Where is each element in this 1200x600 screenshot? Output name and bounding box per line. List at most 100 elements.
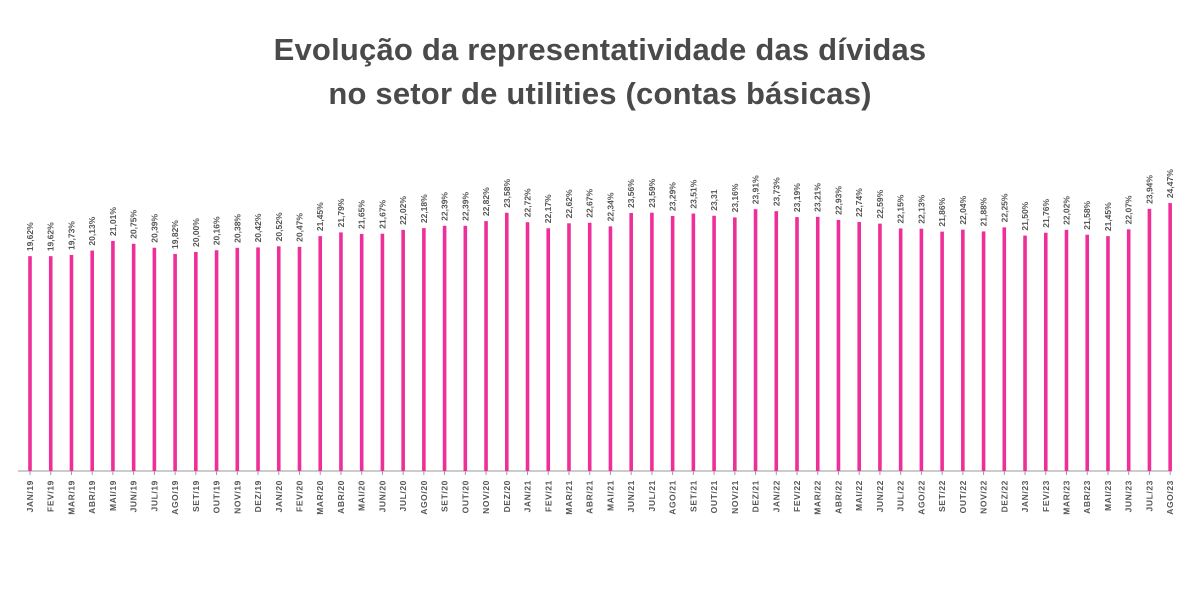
x-tick-label: AGO/23 [1165,480,1175,515]
x-tick-label: DEZ/20 [502,480,512,512]
bar-value-label: 22,04% [958,195,968,224]
bar [981,231,986,471]
x-tick-label: AGO/20 [419,480,429,515]
x-tick-label: ABR/21 [585,480,595,514]
bar-value-label: 20,38% [232,214,242,243]
bar [214,250,219,471]
bar-value-label: 23,94% [1144,175,1154,204]
bar [878,223,882,471]
x-tick-label: OUT/21 [709,480,719,513]
bar-value-label: 22,02% [1062,196,1072,225]
x-tick-label: JUN/21 [626,480,636,512]
bar-value-label: 20,00% [191,218,201,247]
bar [48,256,53,471]
bar [484,221,488,471]
bar-value-label: 22,18% [419,194,429,223]
bar [90,250,94,471]
bar-value-label: 21,86% [937,197,947,226]
bar-value-label: 21,45% [1103,202,1113,231]
bar-value-label: 22,67% [585,188,595,217]
bar [422,228,426,471]
bar-value-label: 22,07% [1124,195,1134,224]
x-tick-label: FEV/19 [46,480,56,512]
bar-value-label: 23,19% [792,183,802,212]
bar-value-label: 19,62% [46,222,56,251]
chart-title-line-2: no setor de utilities (contas básicas) [328,76,872,111]
bar [1126,229,1131,471]
x-tick-label: JAN/19 [25,480,35,512]
x-tick-label: NOV/19 [232,480,242,514]
x-tick-label: FEV/22 [792,480,802,512]
bar [857,221,861,471]
bar-value-label: 21,58% [1082,200,1092,229]
x-tick-label: OUT/22 [958,480,968,513]
bar-value-label: 22,39% [460,192,470,221]
x-tick-label: ABR/23 [1082,480,1092,514]
bar [712,215,716,471]
x-tick-label: SET/20 [440,480,450,512]
bar-value-label: 22,62% [564,189,574,218]
bar [339,232,343,471]
x-tick-label: MAI/20 [357,480,367,511]
bar-value-label: 20,47% [294,213,304,242]
bar-value-label: 23,16% [730,183,740,212]
bar [380,233,385,471]
x-tick-label: OUT/19 [212,480,222,513]
bar-value-label: 22,25% [999,193,1009,222]
bar-value-label: 22,72% [523,188,533,217]
bar-value-label: 20,75% [129,210,139,239]
bar [28,256,32,471]
x-tick-label: JUL/19 [149,480,159,511]
x-tick-label: MAI/21 [605,480,615,511]
bar [567,223,571,471]
bar-value-label: 20,42% [253,213,263,242]
x-tick-label: SET/22 [937,480,947,512]
x-tick-label: AGO/21 [668,480,678,515]
x-tick-label: MAI/22 [854,480,864,511]
bar-value-label: 20,39% [149,213,159,242]
x-tick-label: NOV/20 [481,480,491,514]
x-tick-label: MAI/19 [108,480,118,511]
bar [919,228,924,471]
x-tick-label: DEZ/22 [999,480,1009,512]
x-tick-label: JUL/23 [1144,480,1154,511]
bar [774,211,779,471]
bar [152,247,157,471]
bar [691,213,696,472]
x-tick-label: OUT/20 [460,480,470,513]
bar-value-label: 22,39% [440,192,450,221]
x-tick-label: MAR/23 [1062,480,1072,515]
bar-value-label: 22,17% [543,194,553,223]
bar [318,236,323,471]
bar [753,209,758,472]
bar-value-label: 22,13% [916,194,926,223]
x-tick-label: AGO/19 [170,480,180,515]
bar-value-label: 22,74% [854,188,864,217]
bar [629,213,633,471]
bar [795,217,799,471]
bar-value-label: 19,62% [25,222,35,251]
bar [111,240,115,471]
bar-value-label: 23,31 [709,189,719,211]
x-tick-label: AGO/22 [916,480,926,515]
bar-value-label: 21,45% [315,202,325,231]
bar [1064,229,1069,471]
x-tick-label: JUL/22 [896,480,906,511]
x-tick-label: JUN/23 [1124,480,1134,512]
bar [650,212,654,471]
bar-value-label: 23,21% [813,183,823,212]
bar [608,226,613,471]
bar [297,246,302,471]
bar [401,229,405,471]
bar-value-label: 23,51% [688,179,698,208]
bar-value-label: 20,16% [212,216,222,245]
bar [815,216,820,471]
x-tick-label: DEZ/21 [751,480,761,512]
bar [836,219,841,471]
bar [525,222,530,471]
bar-value-label: 21,88% [979,197,989,226]
bar [898,228,903,471]
bar [442,225,447,471]
x-tick-label: FEV/23 [1041,480,1051,512]
